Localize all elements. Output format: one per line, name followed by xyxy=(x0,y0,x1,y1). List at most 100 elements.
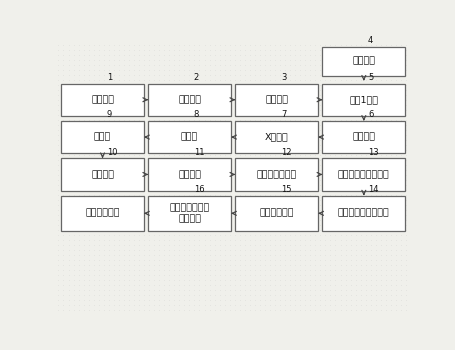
Point xyxy=(287,247,294,253)
Point xyxy=(70,147,77,153)
Point xyxy=(221,217,228,223)
Point xyxy=(231,157,238,163)
Point xyxy=(367,137,374,142)
Point xyxy=(125,207,132,213)
Point xyxy=(85,107,92,113)
Point xyxy=(211,217,218,223)
Point xyxy=(100,217,107,223)
Point xyxy=(261,287,268,293)
Point xyxy=(231,212,238,218)
Point xyxy=(241,307,248,313)
Point xyxy=(337,107,344,113)
Point xyxy=(186,227,193,233)
Point xyxy=(95,187,102,192)
Point xyxy=(211,222,218,228)
Point xyxy=(277,122,284,127)
Point xyxy=(80,152,87,158)
Point xyxy=(151,177,158,183)
Point xyxy=(136,152,143,158)
Point xyxy=(347,277,354,283)
Point xyxy=(377,257,384,263)
Bar xyxy=(148,121,231,153)
Point xyxy=(95,242,102,248)
Point xyxy=(261,277,268,283)
Point xyxy=(216,152,223,158)
Point xyxy=(337,227,344,233)
Point xyxy=(367,142,374,148)
Point xyxy=(382,87,389,92)
Point xyxy=(161,292,168,298)
Point xyxy=(141,302,148,308)
Point xyxy=(246,212,253,218)
Point xyxy=(181,62,188,68)
Point xyxy=(297,97,304,103)
Point xyxy=(70,307,77,313)
Point xyxy=(377,52,384,57)
Point xyxy=(327,52,334,57)
Point xyxy=(130,197,137,203)
Point xyxy=(387,87,394,92)
Point xyxy=(307,77,314,83)
Point xyxy=(231,172,238,177)
Point xyxy=(387,132,394,138)
Point xyxy=(166,182,173,188)
Point xyxy=(342,172,349,177)
Point xyxy=(287,197,294,203)
Point xyxy=(221,232,228,238)
Point xyxy=(302,267,309,273)
Point xyxy=(115,167,122,173)
Point xyxy=(392,107,399,113)
Point xyxy=(216,272,223,278)
Point xyxy=(236,112,243,118)
Point xyxy=(156,122,163,127)
Point xyxy=(231,192,238,198)
Point xyxy=(382,67,389,72)
Point xyxy=(141,177,148,183)
Point xyxy=(332,102,339,107)
Point xyxy=(256,97,263,103)
Point xyxy=(206,72,213,78)
Point xyxy=(287,67,294,72)
Point xyxy=(271,67,278,72)
Point xyxy=(317,187,324,192)
Point xyxy=(231,162,238,168)
Text: 3: 3 xyxy=(281,73,286,82)
Point xyxy=(372,162,379,168)
Point xyxy=(337,297,344,303)
Point xyxy=(271,127,278,133)
Point xyxy=(60,202,67,208)
Point xyxy=(55,52,62,57)
Point xyxy=(392,152,399,158)
Point xyxy=(246,77,253,83)
Point xyxy=(377,137,384,142)
Point xyxy=(287,237,294,243)
Point xyxy=(357,92,364,98)
Point xyxy=(392,252,399,258)
Point xyxy=(322,62,329,68)
Point xyxy=(236,52,243,57)
Point xyxy=(221,207,228,213)
Point xyxy=(130,82,137,88)
Point xyxy=(332,137,339,142)
Point xyxy=(196,142,203,148)
Point xyxy=(100,122,107,127)
Point xyxy=(261,222,268,228)
Point xyxy=(130,72,137,78)
Point xyxy=(151,287,158,293)
Point xyxy=(327,307,334,313)
Point xyxy=(181,72,188,78)
Point xyxy=(382,152,389,158)
Point xyxy=(246,182,253,188)
Point xyxy=(397,262,404,268)
Point xyxy=(105,72,112,78)
Point xyxy=(196,242,203,248)
Point xyxy=(110,262,117,268)
Point xyxy=(196,132,203,138)
Point xyxy=(226,217,233,223)
Point xyxy=(292,117,299,122)
Point xyxy=(226,212,233,218)
Point xyxy=(256,222,263,228)
Point xyxy=(65,107,72,113)
Point xyxy=(80,167,87,173)
Point xyxy=(317,147,324,153)
